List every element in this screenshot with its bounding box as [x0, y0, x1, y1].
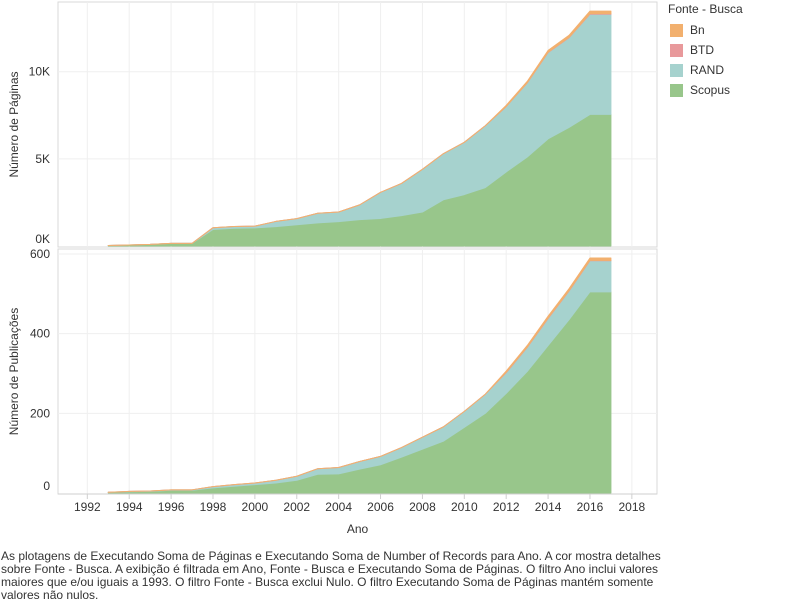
pages-y-tick-label: 5K [35, 152, 50, 166]
legend-swatch-bn [670, 23, 683, 37]
x-tick-label: 2012 [493, 500, 520, 514]
pubs-y-tick-label: 0 [43, 479, 50, 493]
x-tick-label: 2014 [535, 500, 562, 514]
x-tick-label: 2000 [242, 500, 269, 514]
legend-item-scopus[interactable]: Scopus [668, 80, 806, 100]
legend-item-btd[interactable]: BTD [668, 40, 806, 60]
pubs-y-tick-label: 400 [30, 327, 50, 341]
x-tick-label: 1998 [200, 500, 227, 514]
pubs-y-tick-label: 200 [30, 406, 50, 420]
pubs-area-bn [107, 257, 612, 493]
x-tick-label: 1992 [74, 500, 101, 514]
legend-label-scopus: Scopus [690, 83, 731, 97]
legend-label-btd: BTD [690, 43, 714, 57]
pages-y-tick-label: 0K [35, 232, 50, 246]
legend-swatch-btd [670, 43, 683, 57]
legend: Fonte - Busca Bn BTD RAND Scopus [668, 2, 806, 100]
legend-swatch-rand [670, 63, 683, 77]
legend-item-rand[interactable]: RAND [668, 60, 806, 80]
x-tick-label: 2010 [451, 500, 478, 514]
legend-label-bn: Bn [690, 23, 705, 37]
legend-swatch-scopus [670, 83, 683, 97]
x-tick-label: 2004 [325, 500, 352, 514]
legend-item-bn[interactable]: Bn [668, 20, 806, 40]
pages-y-axis-title: Número de Páginas [7, 71, 21, 177]
x-tick-label: 2002 [283, 500, 310, 514]
chart-caption: As plotagens de Executando Soma de Págin… [1, 549, 661, 602]
x-tick-label: 2018 [619, 500, 646, 514]
area-charts: 0K 5K 10K Número de Páginas 0 200 400 600 Número… [7, 1, 658, 536]
pubs-y-axis-title: Número de Publicações [7, 308, 21, 435]
pages-area-bn [107, 10, 612, 246]
pubs-y-tick-label: 600 [30, 247, 50, 261]
x-axis-title: Ano [347, 522, 369, 536]
x-tick-label: 2006 [367, 500, 394, 514]
legend-label-rand: RAND [690, 63, 725, 77]
x-tick-label: 2016 [577, 500, 604, 514]
pages-y-tick-label: 10K [29, 65, 50, 79]
x-tick-label: 1994 [116, 500, 143, 514]
x-tick-label: 2008 [409, 500, 436, 514]
x-tick-label: 1996 [158, 500, 185, 514]
legend-title: Fonte - Busca [668, 2, 743, 16]
